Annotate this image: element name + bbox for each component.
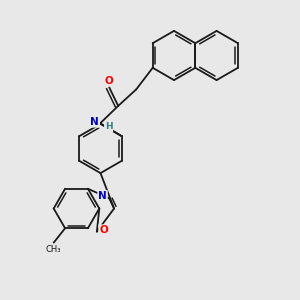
Text: O: O bbox=[104, 76, 113, 86]
Text: CH₃: CH₃ bbox=[46, 245, 61, 254]
Text: N: N bbox=[90, 117, 99, 127]
Text: O: O bbox=[99, 225, 108, 235]
Text: N: N bbox=[98, 191, 107, 201]
Text: H: H bbox=[105, 122, 112, 131]
